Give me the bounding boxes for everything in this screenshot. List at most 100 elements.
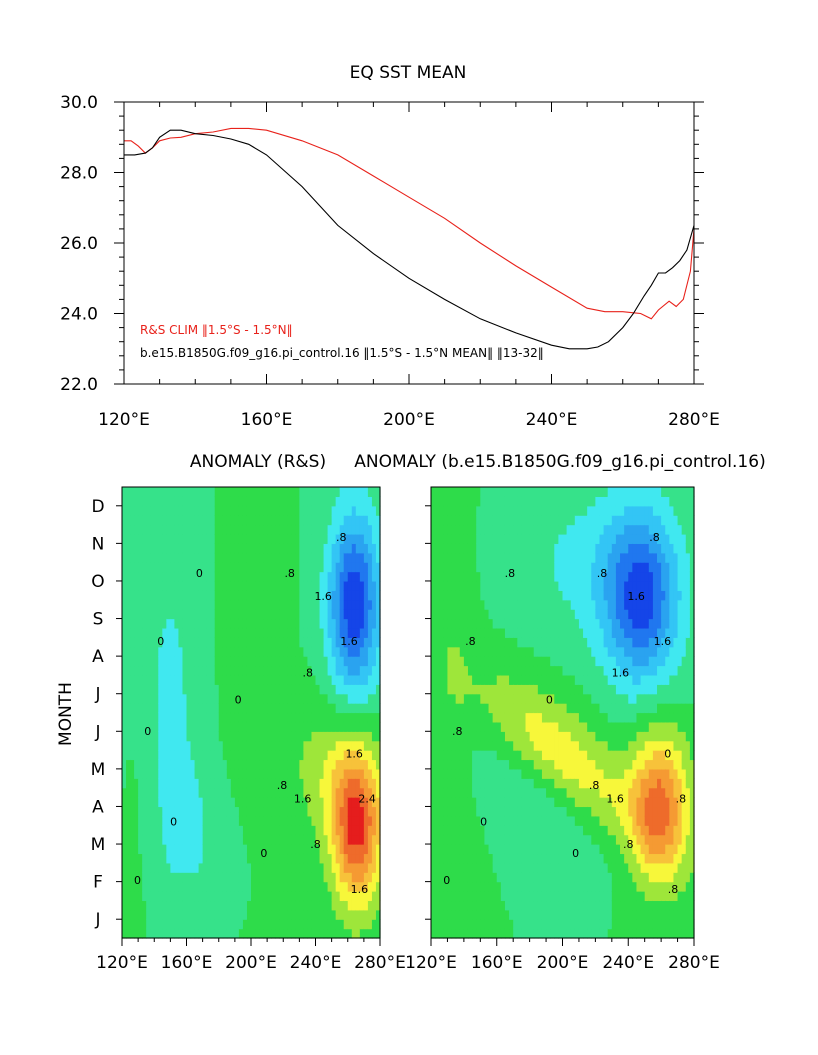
hm1-cell — [271, 815, 276, 826]
hm1-cell — [307, 646, 313, 657]
hm2-cell — [467, 533, 473, 544]
hm1-cell — [126, 552, 131, 563]
hm1-cell — [375, 740, 381, 751]
hm1-cell — [331, 487, 337, 497]
hm1-cell — [359, 618, 365, 629]
hm2-cell — [541, 562, 547, 573]
hm2-cell — [578, 881, 584, 892]
hm1-cell — [170, 562, 176, 573]
hm2-cell — [570, 703, 576, 714]
hm1-cell — [218, 543, 224, 554]
hm2-cell — [459, 580, 465, 591]
hm2-cell — [558, 637, 564, 648]
hm1-cell — [194, 590, 200, 601]
hm1-cell — [375, 815, 381, 826]
hm1-cell — [351, 825, 357, 836]
hm1-cell — [263, 637, 268, 648]
hm1-cell — [267, 759, 272, 770]
hm2-cell — [517, 731, 523, 742]
hm1-cell — [178, 599, 184, 610]
hm1-cell — [130, 815, 135, 826]
hm1-cell — [287, 778, 292, 789]
hm2-cell — [517, 703, 523, 714]
hm2-cell — [492, 609, 498, 620]
hm2-cell — [463, 580, 469, 591]
hm1-cell — [218, 872, 224, 883]
hm1-cell — [182, 712, 188, 723]
hm2-cell — [431, 919, 436, 930]
hm2-cell — [443, 562, 449, 573]
hm2-cell — [484, 919, 490, 930]
hm2-cell — [578, 844, 584, 855]
hm1-contour-label: 1.6 — [345, 748, 363, 761]
hm2-cell — [578, 797, 584, 808]
hm2-cell — [484, 571, 490, 582]
hm2-cell — [496, 599, 502, 610]
hm2-cell — [480, 778, 486, 789]
hm1-cell — [259, 834, 264, 845]
hm1-cell — [154, 712, 159, 723]
hm1-cell — [138, 637, 143, 648]
hm1-cell — [234, 674, 240, 685]
hm2-cell — [500, 900, 506, 911]
hm1-cell — [234, 768, 240, 779]
hm1-cell — [295, 656, 300, 667]
hm1-cell — [255, 740, 260, 751]
hm1-cell — [323, 731, 329, 742]
hm1-cell — [218, 862, 224, 873]
hm2-cell — [517, 844, 523, 855]
hm2-cell — [504, 665, 510, 676]
hm1-cell — [214, 637, 220, 648]
hm1-cell — [295, 703, 300, 714]
hm2-cell — [566, 496, 572, 507]
hm2-cell — [504, 693, 510, 704]
hm2-cell — [500, 834, 506, 845]
hm2-cell — [431, 900, 436, 911]
hm2-cell — [463, 721, 469, 732]
hm1-cell — [234, 881, 240, 892]
hm1-cell — [190, 487, 196, 497]
hm1-cell — [242, 731, 248, 742]
hm1-cell — [198, 609, 204, 620]
hm2-cell — [578, 909, 584, 920]
hm1-cell — [206, 496, 212, 507]
hm2-cell — [455, 552, 461, 563]
hm1-cell — [166, 891, 171, 902]
hm1-cell — [162, 806, 167, 817]
hm1-cell — [158, 580, 163, 591]
hm1-cell — [174, 759, 180, 770]
hm2-cell — [570, 505, 576, 516]
hm1-cell — [222, 524, 228, 535]
hm1-cell — [182, 834, 188, 845]
hm1-cell — [210, 862, 216, 873]
hm1-cell — [126, 872, 131, 883]
hm1-cell — [267, 665, 272, 676]
hm2-cell — [463, 778, 469, 789]
hm2-cell — [574, 806, 580, 817]
hm2-cell — [480, 825, 486, 836]
hm2-cell — [451, 881, 457, 892]
hm2-cell — [443, 515, 449, 526]
hm2-cell — [578, 768, 584, 779]
hm1-cell — [255, 825, 260, 836]
hm2-cell — [472, 505, 477, 516]
hm1-cell — [315, 571, 321, 582]
hm1-cell — [263, 834, 268, 845]
hm1-cell — [315, 618, 321, 629]
hm1-cell — [303, 590, 309, 601]
hm1-cell — [319, 768, 325, 779]
hm1-cell — [214, 928, 220, 939]
hm1-cell — [146, 543, 151, 554]
hm1-cell — [186, 571, 192, 582]
hm1-cell — [126, 656, 131, 667]
hm2-cell — [463, 543, 469, 554]
hm1-cell — [275, 571, 280, 582]
hm2-cell — [439, 844, 444, 855]
hm1-cell — [214, 825, 220, 836]
hm2-cell — [455, 646, 461, 657]
hm1-cell — [319, 656, 325, 667]
hm1-cell — [311, 533, 317, 544]
hm1-cell — [315, 740, 321, 751]
hm2-cell — [574, 580, 580, 591]
hm2-cell — [509, 599, 514, 610]
